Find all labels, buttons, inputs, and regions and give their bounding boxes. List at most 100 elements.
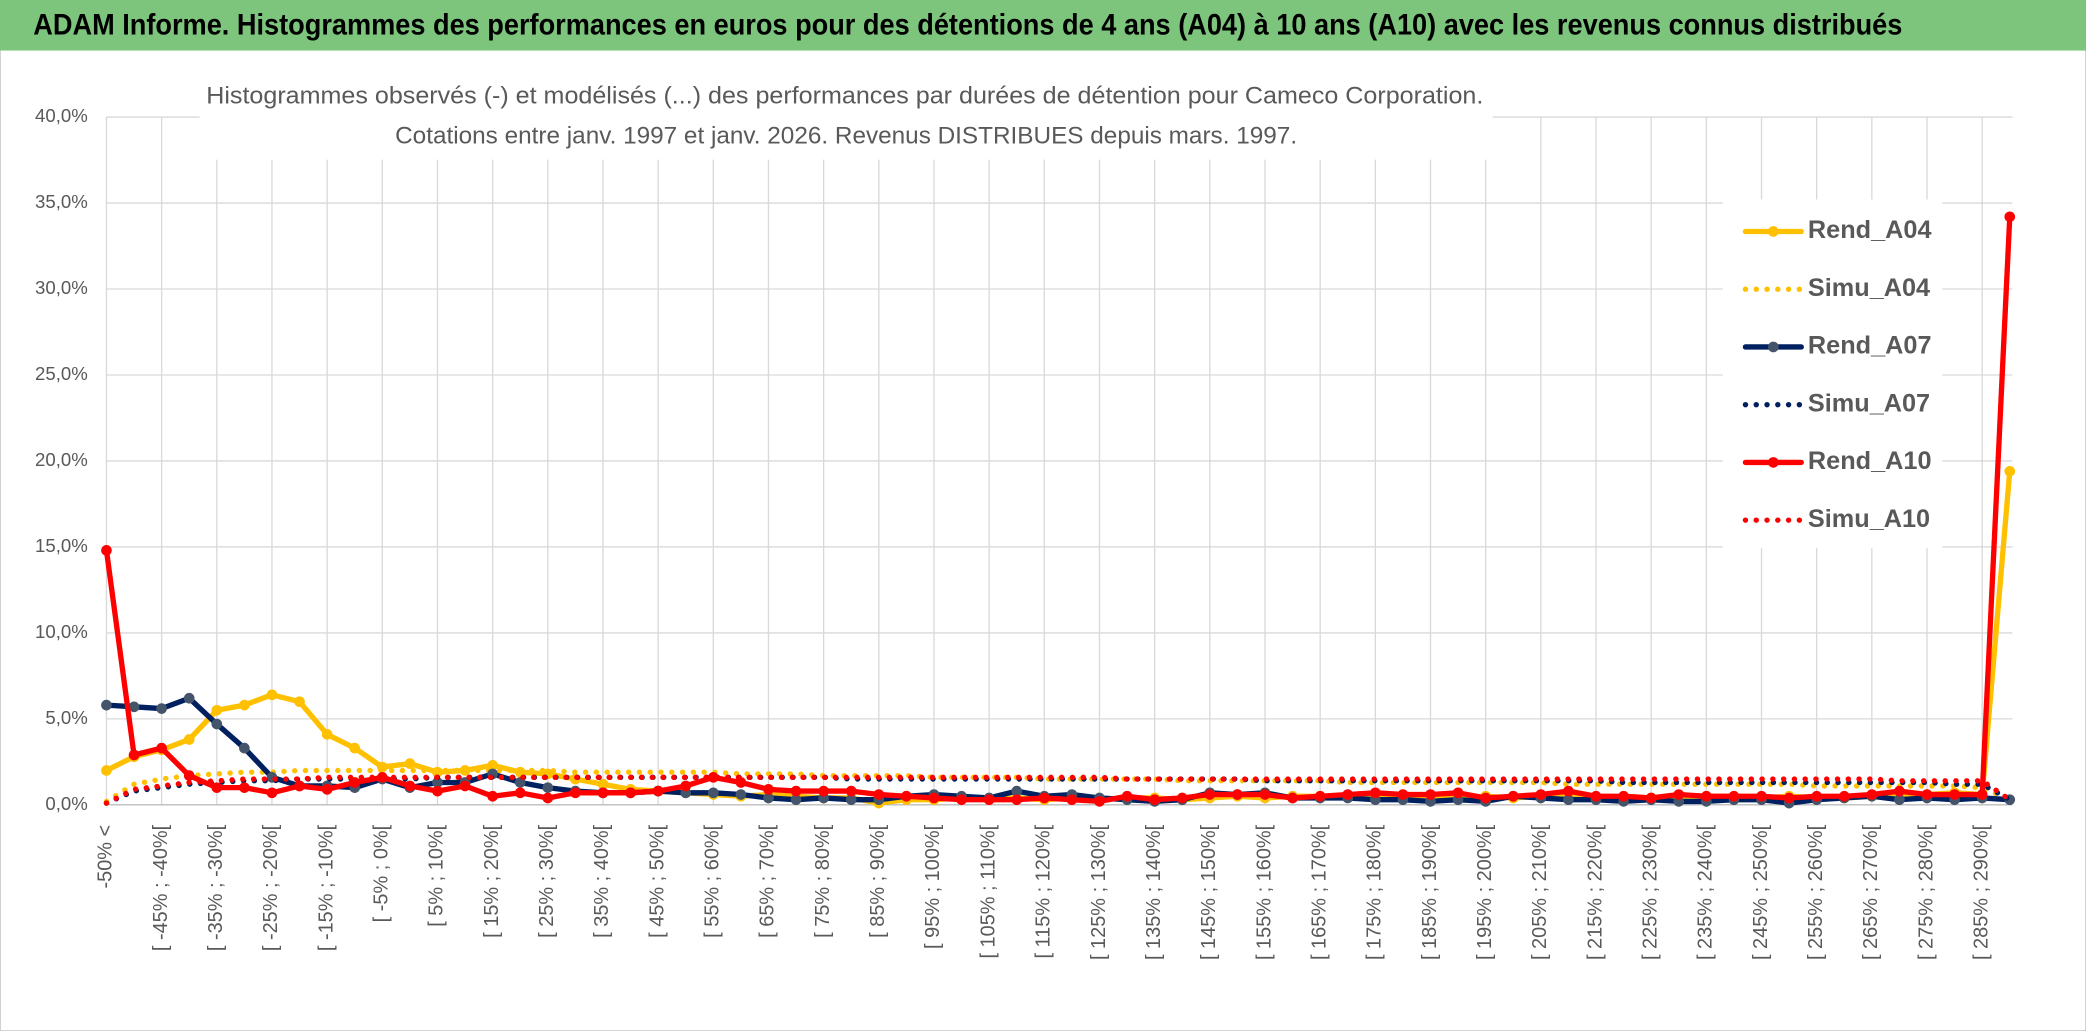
chart-title: ADAM Informe. Histogrammes des performan…	[33, 9, 1902, 41]
data-point	[1894, 785, 1905, 797]
legend-label: Simu_A07	[1808, 389, 1930, 417]
x-tick-label: [ 245% ; 250%[	[1750, 824, 1772, 960]
subtitle-box	[199, 74, 1493, 160]
data-point	[570, 787, 581, 799]
data-point	[1232, 789, 1243, 800]
plot	[101, 211, 2016, 809]
data-point	[432, 785, 443, 797]
data-point	[873, 789, 885, 800]
data-point	[2004, 465, 2016, 477]
series-line	[103, 767, 2013, 805]
y-tick-label: 10,0%	[35, 621, 88, 642]
y-tick-label: 15,0%	[35, 535, 88, 556]
data-point	[735, 789, 747, 800]
data-point	[404, 758, 416, 769]
x-tick-label: [ 185% ; 190%[	[1419, 824, 1441, 960]
x-tick-label: [ 75% ; 80%[	[812, 824, 834, 938]
data-point	[707, 772, 719, 783]
x-tick-label: [ -45% ; -40%[	[150, 824, 172, 951]
x-tick-label: [ -35% ; -30%[	[205, 824, 227, 951]
data-point	[321, 729, 333, 740]
data-point	[1342, 789, 1354, 800]
x-tick-label: [ 135% ; 140%[	[1143, 824, 1165, 960]
data-point	[680, 780, 692, 792]
data-point	[790, 794, 802, 806]
data-point	[101, 765, 112, 776]
x-tick-label: [ 155% ; 160%[	[1253, 824, 1275, 960]
data-point	[1783, 792, 1795, 804]
data-point	[128, 701, 140, 713]
data-point	[901, 790, 912, 802]
x-tick-label: [ -25% ; -20%[	[260, 824, 282, 951]
data-point	[266, 689, 278, 701]
legend-box	[1722, 199, 1943, 549]
data-point	[597, 787, 609, 799]
data-point	[1949, 789, 1960, 800]
data-point	[211, 782, 223, 793]
x-tick-label: [ 5% ; 10%[	[426, 824, 448, 926]
data-point	[239, 742, 250, 754]
x-tick-label: [ 35% ; 40%[	[591, 824, 613, 938]
data-point	[1121, 790, 1133, 802]
data-point	[1149, 794, 1160, 806]
x-tick-label: [ 195% ; 200%[	[1474, 824, 1496, 960]
x-tick-label: [ 275% ; 280%[	[1915, 824, 1937, 960]
x-tick-label: [ -5% ; 0%[	[371, 824, 393, 922]
legend-label: Rend_A07	[1808, 332, 1932, 360]
data-point	[101, 545, 112, 556]
y-tick-label: 35,0%	[35, 191, 88, 212]
data-point	[707, 787, 719, 799]
data-point	[156, 703, 167, 714]
data-point	[1204, 789, 1216, 800]
x-tick-label: [ 205% ; 210%[	[1529, 824, 1551, 960]
subtitle: Cotations entre janv. 1997 et janv. 2026…	[395, 122, 1297, 149]
x-tick-label: [ 25% ; 30%[	[536, 824, 558, 938]
data-point	[652, 785, 664, 797]
y-tick-label: 30,0%	[35, 277, 88, 298]
series-line	[103, 774, 2013, 806]
x-tick-label: [ 55% ; 60%[	[702, 824, 724, 938]
data-point	[1287, 792, 1298, 804]
legend-label: Simu_A04	[1808, 274, 1930, 302]
data-point	[1176, 792, 1188, 804]
x-tick-label: [ 65% ; 70%[	[757, 824, 779, 938]
data-point	[101, 699, 112, 711]
data-point	[1894, 794, 1905, 806]
data-point	[845, 794, 857, 806]
legend: Rend_A04 Simu_A04 Rend_A07 Simu_A07 Rend_A10…	[1742, 216, 1932, 533]
data-point	[1452, 787, 1464, 799]
data-point	[597, 778, 609, 790]
legend-marker	[1768, 457, 1779, 468]
data-point	[1011, 785, 1023, 797]
data-point	[1535, 789, 1547, 800]
data-point	[2004, 211, 2016, 223]
data-point	[321, 784, 333, 795]
x-tick-label: [ 105% ; 110%[	[977, 824, 999, 958]
data-point	[349, 742, 361, 754]
data-point	[763, 792, 774, 804]
data-point	[459, 780, 471, 792]
x-tick-label: [ 215% ; 220%[	[1584, 824, 1606, 960]
data-point	[1370, 787, 1381, 799]
x-tick-label: [ 45% ; 50%[	[646, 824, 668, 938]
data-point	[983, 794, 995, 806]
data-point	[1259, 789, 1271, 800]
data-point	[294, 696, 305, 707]
data-point	[1838, 790, 1850, 802]
data-point	[514, 787, 526, 799]
data-point	[183, 770, 195, 781]
legend-label: Simu_A10	[1808, 505, 1930, 533]
data-point	[1314, 790, 1326, 802]
y-tick-label: 20,0%	[35, 449, 88, 470]
data-point	[956, 794, 967, 806]
x-tick-label: [ -15% ; -10%[	[315, 824, 337, 951]
data-point	[183, 734, 195, 745]
data-point	[1011, 794, 1023, 806]
data-point	[266, 787, 278, 799]
y-tick-label: 0,0%	[45, 793, 87, 814]
data-point	[1066, 794, 1078, 806]
x-tick-label: -50% <	[95, 825, 117, 889]
data-point	[487, 790, 498, 802]
x-tick-label: [ 115% ; 120%[	[1033, 824, 1055, 958]
data-point	[1976, 789, 1988, 800]
